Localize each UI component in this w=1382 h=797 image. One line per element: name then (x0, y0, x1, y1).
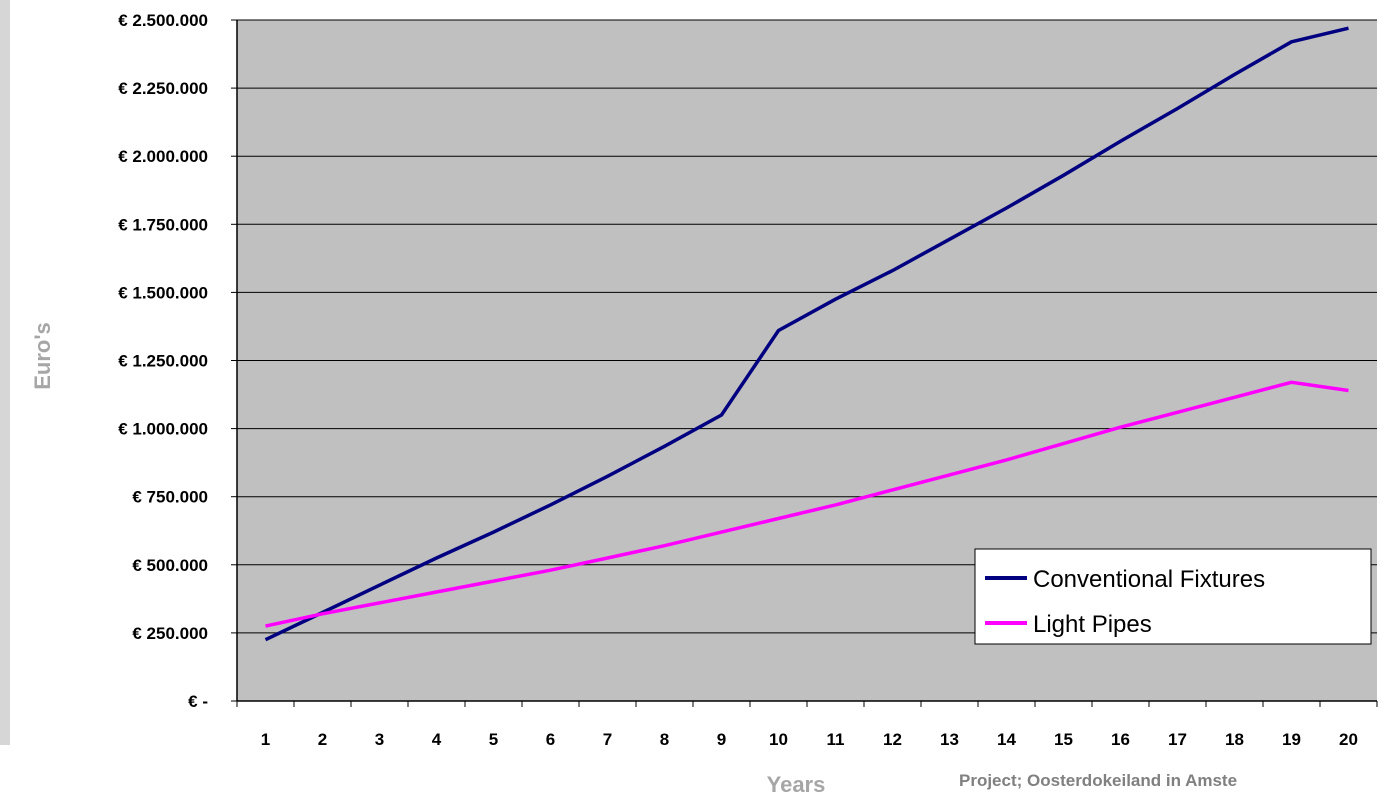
axes (236, 20, 1378, 707)
y-tick-label: € - (188, 692, 208, 711)
x-tick-label: 1 (261, 730, 270, 749)
x-tick-label: 6 (546, 730, 555, 749)
x-tick-label: 8 (660, 730, 669, 749)
left-border-strip (0, 0, 10, 745)
x-tick-label: 16 (1111, 730, 1130, 749)
y-tick-label: € 1.250.000 (118, 352, 208, 371)
legend-box (974, 548, 1372, 645)
y-tick-label: € 1.000.000 (118, 420, 208, 439)
y-axis-tick-labels: € - € 250.000 € 500.000 € 750.000 € 1.000.00… (118, 11, 208, 711)
series-lines (264, 26, 1349, 642)
y-tick-label: € 1.500.000 (118, 283, 208, 302)
x-tick-label: 11 (827, 730, 845, 749)
x-tick-label: 17 (1168, 730, 1187, 749)
x-axis-title: Years (767, 772, 826, 797)
legend-label-light-pipes: Light Pipes (1033, 611, 1152, 638)
x-tick-label: 9 (717, 730, 726, 749)
x-tick-label: 5 (489, 730, 498, 749)
x-tick-label: 15 (1054, 730, 1073, 749)
x-tick-label: 20 (1339, 730, 1358, 749)
series-line-light-pipes (265, 380, 1349, 628)
x-axis-tick-labels: 1 2 3 4 5 6 7 8 9 10 11 12 13 14 15 16 17 18 19 20 (261, 730, 1358, 749)
legend-label-conventional-fixtures: Conventional Fixtures (1033, 566, 1265, 593)
x-tick-label: 10 (769, 730, 788, 749)
y-tick-label: € 250.000 (132, 624, 208, 643)
y-tick-label: € 750.000 (132, 488, 208, 507)
x-tick-label: 13 (940, 730, 959, 749)
x-tick-label: 14 (997, 730, 1016, 749)
y-tick-label: € 500.000 (132, 556, 208, 575)
x-tick-label: 2 (318, 730, 327, 749)
y-tick-label: € 2.000.000 (118, 147, 208, 166)
y-tick-label: € 1.750.000 (118, 215, 208, 234)
series-line-conventional-fixtures (264, 26, 1349, 642)
y-axis-title: Euro's (30, 322, 55, 390)
x-tick-label: 18 (1225, 730, 1244, 749)
x-tick-label: 4 (432, 730, 442, 749)
y-tick-label: € 2.250.000 (118, 79, 208, 98)
y-tick-label: € 2.500.000 (118, 11, 208, 30)
x-tick-label: 19 (1282, 730, 1301, 749)
x-tick-label: 7 (603, 730, 612, 749)
footer-caption: Project; Oosterdokeiland in Amste (959, 771, 1237, 790)
x-tick-label: 3 (375, 730, 384, 749)
legend: Conventional Fixtures Light Pipes (974, 548, 1372, 645)
x-tick-label: 12 (883, 730, 902, 749)
